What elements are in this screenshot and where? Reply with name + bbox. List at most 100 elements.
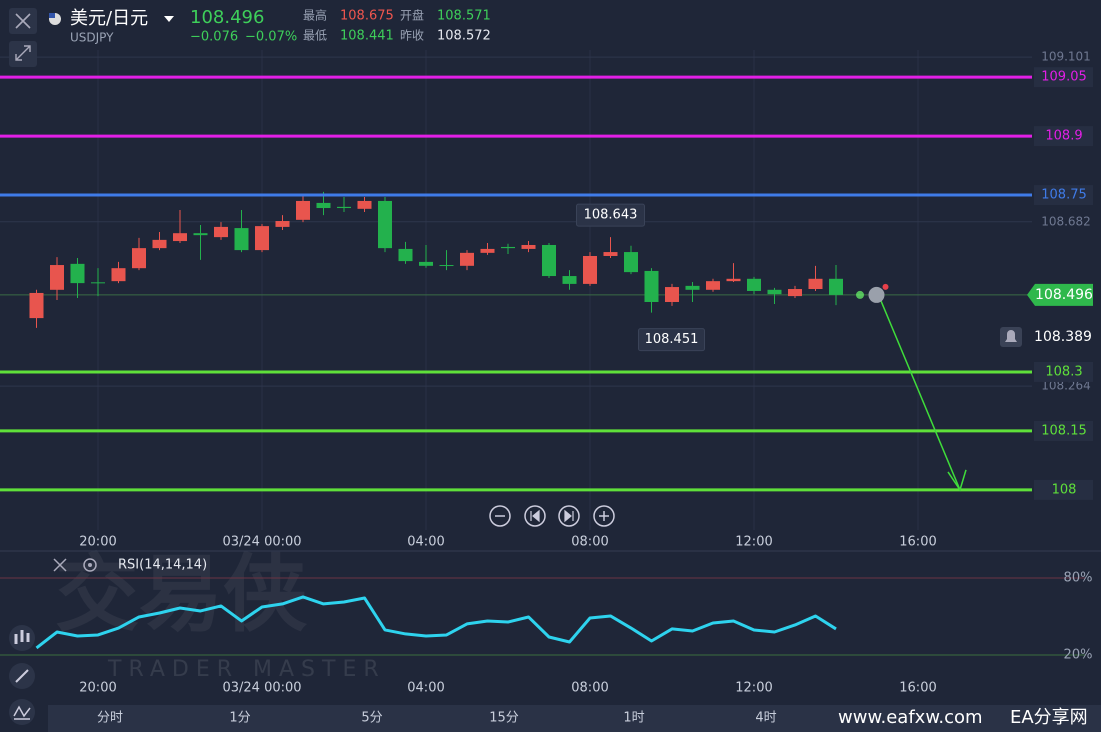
candle-body: [747, 278, 761, 291]
info-marker[interactable]: [868, 286, 885, 303]
symbol-title[interactable]: 美元/日元: [70, 8, 148, 29]
candle-body: [603, 252, 618, 256]
watermark-text: TRADER MASTER: [107, 657, 386, 682]
timeframe-tab[interactable]: 5分: [361, 711, 382, 726]
candle-body: [439, 265, 454, 267]
timeframe-tab[interactable]: 4时: [755, 711, 776, 726]
price-change: −0.076: [190, 30, 238, 45]
x-tick-label: 20:00: [79, 535, 116, 550]
candle-body: [398, 248, 413, 262]
level-label: 108.9: [1045, 129, 1082, 144]
rsi-tick-label: 20%: [1064, 647, 1093, 662]
candle-body: [193, 233, 208, 236]
candle-body: [173, 233, 187, 242]
stat-label: 最高: [303, 8, 327, 23]
candle-body: [357, 200, 372, 209]
candle-body: [378, 200, 392, 249]
flag-icon: [49, 13, 55, 18]
alert-icon: [1005, 329, 1017, 342]
candle-body: [419, 261, 433, 266]
stat-label: 开盘: [400, 8, 424, 23]
candle-body: [685, 285, 700, 290]
last-price-glow: [856, 290, 864, 299]
level-label: 108.15: [1041, 423, 1087, 438]
x-tick-label: 03/24 00:00: [222, 535, 301, 550]
candle-body: [767, 289, 782, 295]
watermark-logo: 交易侠: [55, 545, 308, 643]
indicator-settings-button[interactable]: [83, 558, 97, 572]
candle-tool-button[interactable]: [9, 625, 35, 651]
candle-body: [665, 287, 679, 302]
indicator-tool-button[interactable]: [9, 699, 35, 725]
candle-body: [50, 265, 64, 290]
candle-body: [583, 255, 597, 284]
candle-body: [501, 246, 515, 249]
collapse-button[interactable]: [9, 41, 37, 67]
indicator-title: RSI(14,14,14): [118, 558, 207, 573]
level-label: 108.75: [1041, 188, 1087, 203]
rsi-x-tick-label: 03/24 00:00: [222, 681, 301, 696]
candle-body: [111, 268, 126, 282]
timeframe-tab[interactable]: 15分: [489, 711, 519, 726]
level-label-box: [1034, 361, 1093, 382]
candle-body: [521, 244, 536, 249]
level-label-box: [1034, 67, 1093, 88]
candle-body: [296, 200, 310, 220]
step-back-button[interactable]: [524, 505, 546, 527]
high-callout-box: [576, 203, 645, 227]
stat-value: 108.675: [340, 9, 394, 24]
current-price: 108.496: [190, 7, 264, 28]
zoom-out-button[interactable]: [489, 505, 511, 527]
draw-tool-button[interactable]: [9, 663, 35, 689]
candle-body: [214, 226, 228, 238]
last-price-label: 108.496: [1035, 287, 1093, 303]
info-marker-dot: [882, 283, 889, 290]
x-tick-label: 08:00: [571, 535, 608, 550]
price-change-pct: −0.07%: [245, 30, 297, 45]
candle-body: [624, 252, 638, 273]
remove-indicator-button[interactable]: [53, 558, 67, 572]
stat-value: 108.441: [340, 29, 394, 44]
level-label-box: [1034, 126, 1093, 147]
site-watermark: www.eafxw.com: [838, 707, 983, 728]
forecast-arrowhead: [947, 469, 967, 492]
dropdown-arrow[interactable]: [164, 16, 174, 22]
alert-price-label: 108.389: [1034, 329, 1092, 345]
timeframe-tab[interactable]: 1分: [229, 711, 250, 726]
x-tick-label: 12:00: [735, 535, 772, 550]
candle-body: [29, 292, 44, 319]
timeframe-tab[interactable]: 1时: [623, 711, 644, 726]
candle-body: [132, 248, 146, 269]
rsi-x-tick-label: 04:00: [407, 681, 444, 696]
candle-body: [808, 278, 823, 290]
tab-bar: [48, 705, 1101, 732]
level-label: 109.05: [1041, 70, 1087, 85]
level-label-box: [1034, 420, 1093, 441]
candle-body: [255, 226, 269, 251]
zoom-in-button[interactable]: [593, 505, 615, 527]
stat-value: 108.572: [437, 29, 491, 44]
stat-label: 昨收: [400, 29, 424, 43]
candle-body: [542, 244, 556, 277]
candle-body: [316, 202, 331, 209]
candle-body: [788, 289, 802, 297]
site-watermark: EA分享网: [1010, 707, 1088, 728]
candle-body: [706, 281, 720, 290]
timeframe-tab[interactable]: 分时: [97, 711, 123, 726]
x-tick-label: 04:00: [407, 535, 444, 550]
candle-body: [234, 228, 249, 251]
symbol-code: USDJPY: [70, 31, 114, 45]
rsi-tick-label: 80%: [1064, 570, 1093, 585]
candle-body: [70, 263, 85, 284]
step-forward-button[interactable]: [558, 505, 580, 527]
rsi-x-tick-label: 20:00: [79, 681, 116, 696]
y-tick-label: 109.101: [1041, 50, 1091, 64]
y-tick-label: 108.264: [1041, 379, 1091, 393]
level-label: 108: [1052, 482, 1077, 497]
candle-body: [152, 239, 167, 249]
low-callout: 108.451: [645, 332, 699, 347]
rsi-x-tick-label: 16:00: [899, 681, 936, 696]
close-button[interactable]: [9, 8, 37, 34]
rsi-line: [35, 595, 837, 650]
